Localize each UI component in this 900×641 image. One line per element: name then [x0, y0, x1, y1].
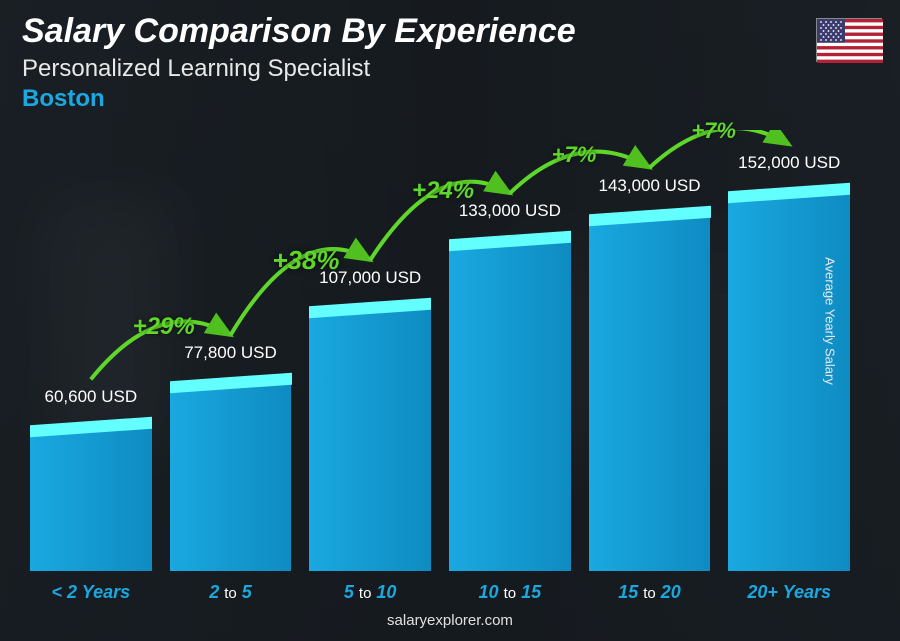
bar-group: 133,000 USD10 to 15: [449, 201, 571, 571]
bar-category-label: 2 to 5: [209, 582, 252, 603]
bar-group: 143,000 USD15 to 20: [589, 176, 711, 571]
subtitle: Personalized Learning Specialist: [22, 55, 878, 83]
bar-value-label: 60,600 USD: [45, 387, 138, 407]
growth-percent-label: +7%: [691, 118, 736, 144]
footer-attribution: salaryexplorer.com: [0, 612, 900, 629]
header: Salary Comparison By Experience Personal…: [22, 12, 878, 113]
growth-percent-label: +7%: [552, 142, 597, 168]
location-label: Boston: [22, 85, 878, 113]
bar-group: 60,600 USD< 2 Years: [30, 387, 152, 571]
bar-value-label: 143,000 USD: [598, 176, 700, 196]
page-title: Salary Comparison By Experience: [22, 12, 878, 51]
bar-group: 107,000 USD5 to 10: [309, 268, 431, 571]
bar: [30, 415, 152, 571]
bar: [589, 204, 711, 571]
growth-percent-label: +29%: [133, 313, 195, 341]
bar-category-label: 5 to 10: [344, 582, 397, 603]
bar-category-label: 15 to 20: [618, 582, 681, 603]
bar: [170, 371, 292, 571]
flag-icon: [816, 18, 882, 62]
bar-value-label: 133,000 USD: [459, 201, 561, 221]
growth-percent-label: +24%: [412, 177, 474, 205]
growth-percent-label: +38%: [272, 245, 339, 276]
bar-category-label: 10 to 15: [479, 582, 542, 603]
y-axis-label: Average Yearly Salary: [823, 257, 838, 385]
bar-category-label: 20+ Years: [747, 582, 831, 603]
bar-category-label: < 2 Years: [52, 582, 131, 603]
bar: [449, 229, 571, 571]
bar: [309, 296, 431, 571]
bar-value-label: 77,800 USD: [184, 343, 277, 363]
bar-group: 77,800 USD2 to 5: [170, 343, 292, 571]
bar-value-label: 152,000 USD: [738, 153, 840, 173]
